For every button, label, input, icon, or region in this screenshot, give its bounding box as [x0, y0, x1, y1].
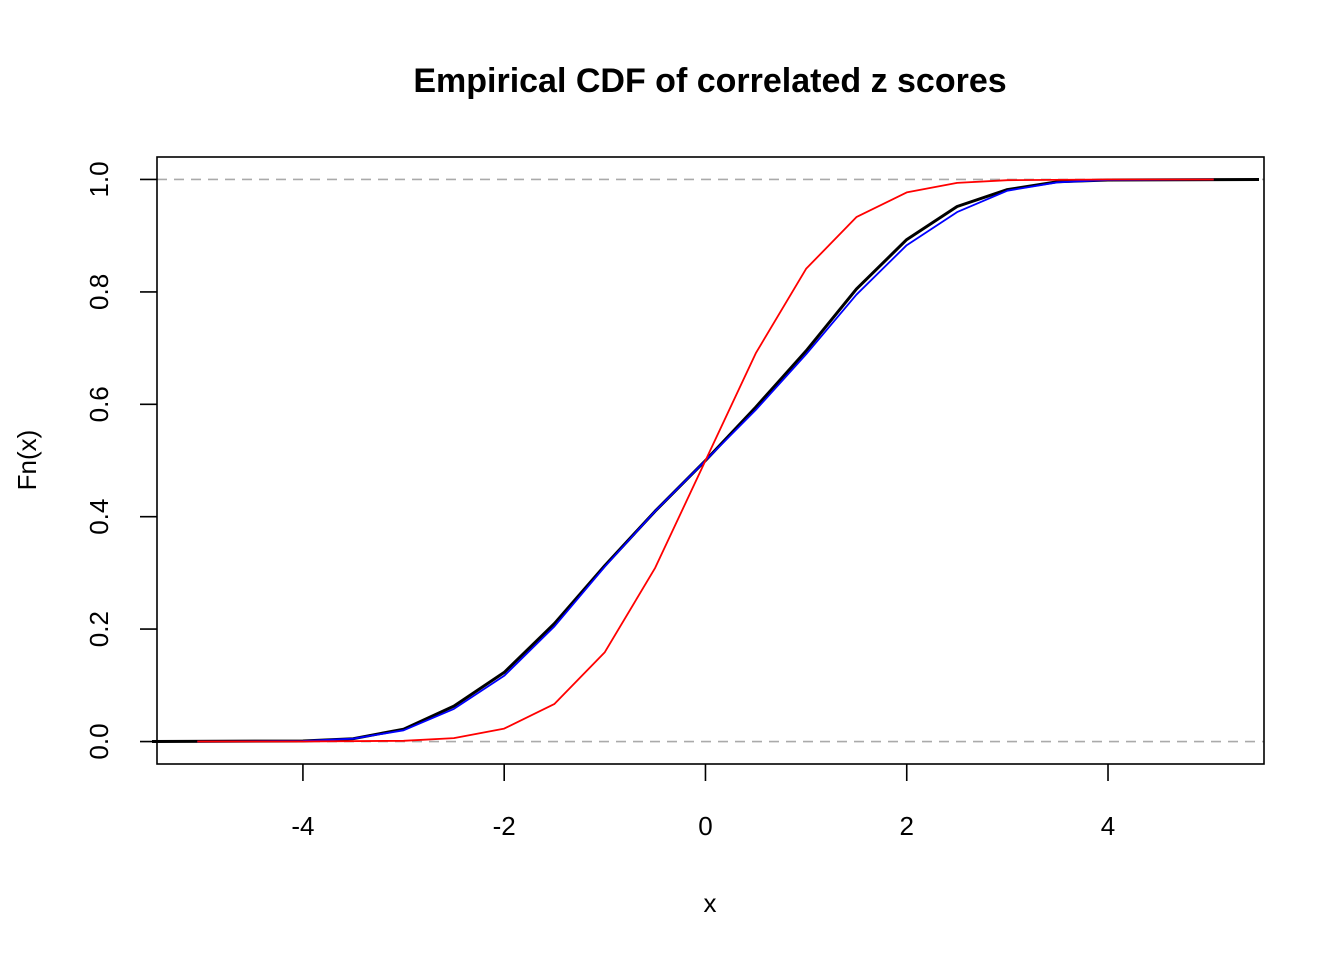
y-tick-label: 0.6	[84, 386, 114, 422]
y-tick-label: 1.0	[84, 161, 114, 197]
y-tick-label: 0.0	[84, 723, 114, 759]
y-tick-label: 0.8	[84, 274, 114, 310]
chart-title: Empirical CDF of correlated z scores	[413, 62, 1006, 100]
y-axis-label: Fn(x)	[12, 430, 42, 491]
y-tick-label: 0.4	[84, 499, 114, 535]
plot-frame	[156, 156, 1265, 765]
x-tick-label: 2	[900, 811, 914, 841]
y-tick-label: 0.2	[84, 611, 114, 647]
x-axis-label: x	[704, 888, 717, 918]
x-tick-label: -4	[291, 811, 314, 841]
series-lines	[151, 178, 1260, 743]
cdf-series-line-2	[197, 178, 1214, 743]
x-axis: -4 -2 0 2 4	[291, 764, 1115, 841]
x-tick-label: -2	[493, 811, 516, 841]
x-tick-label: 0	[698, 811, 712, 841]
x-tick-label: 4	[1101, 811, 1115, 841]
reference-lines	[157, 178, 1264, 743]
y-axis: 0.0 0.2 0.4 0.6 0.8 1.0	[84, 161, 157, 760]
